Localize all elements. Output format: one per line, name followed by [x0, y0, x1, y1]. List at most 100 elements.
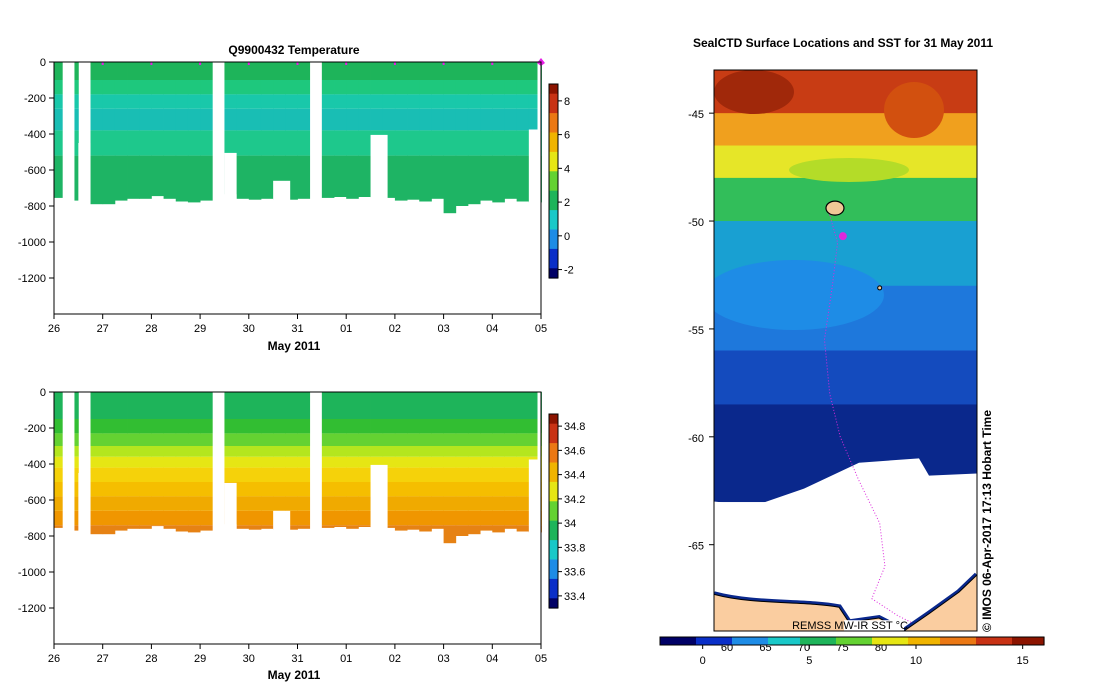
salinity-profile-cell — [382, 525, 396, 528]
salinity-panel: 0 -200 -400 -600 -800 -1000 -1200 26 27 28 29 30 31… — [18, 387, 586, 682]
sst-colorbar-segment — [660, 637, 665, 645]
salinity-profile-cell — [297, 510, 311, 526]
salinity-profile-cell — [127, 433, 140, 446]
sst-colorbar-segment — [816, 637, 821, 645]
salinity-profile-cell — [431, 525, 444, 529]
temperature-profile-cell — [334, 62, 347, 80]
colorbar-segment — [549, 536, 558, 541]
colorbar-segment — [549, 109, 558, 114]
temperature-profile-cell — [260, 108, 274, 131]
salinity-profile-cell — [90, 510, 104, 526]
salinity-profile-cell — [480, 433, 493, 446]
temperature-profile-cell — [248, 94, 262, 109]
salinity-profile-cell — [54, 419, 63, 434]
salinity-profile-gap — [224, 482, 237, 644]
sst-colorbar-segment — [860, 637, 865, 645]
sst-colorbar-segment — [712, 637, 717, 645]
salinity-profile-cell — [297, 446, 311, 457]
temperature-profile-cell — [504, 130, 518, 156]
colorbar-segment — [549, 591, 558, 596]
colorbar-tick-label: 34.8 — [564, 421, 585, 433]
salinity-xlabel: May 2011 — [268, 668, 321, 682]
salinity-profile-cell — [358, 482, 371, 497]
temperature-profile-cell — [394, 80, 408, 95]
colorbar-segment — [549, 174, 558, 179]
temperature-profile-cell — [455, 62, 469, 80]
salinity-profile-cell — [516, 419, 530, 434]
salinity-profile-cell — [54, 392, 63, 419]
salinity-profile-cell — [273, 433, 286, 446]
temperature-profile-cell — [187, 108, 201, 131]
x-tick-label: 29 — [194, 653, 206, 665]
salinity-profile-cell — [455, 482, 469, 497]
temperature-profile-cell — [467, 94, 481, 109]
temperature-profile-cell — [139, 94, 152, 109]
salinity-profile-cell — [382, 419, 396, 434]
salinity-profile-cell — [358, 446, 371, 457]
sst-ice-shelf — [844, 620, 904, 631]
salinity-profile-cell — [455, 419, 469, 434]
salinity-profile-cell — [260, 482, 274, 497]
temperature-profile-cell — [528, 94, 538, 109]
temperature-profile-cell — [90, 94, 104, 109]
salinity-profile-cell — [480, 496, 493, 511]
salinity-profile-cell — [321, 496, 335, 511]
salinity-profile-cell — [236, 446, 250, 457]
colorbar-segment — [549, 443, 558, 447]
salinity-profile-cell — [516, 496, 530, 511]
temperature-profile-cell — [528, 62, 538, 80]
salinity-profile-cell — [358, 525, 371, 527]
sst-map-panel: SealCTD Surface Locations and SST for 31… — [659, 36, 1045, 667]
salinity-profile-cell — [516, 525, 530, 532]
salinity-profile-cell — [358, 496, 371, 511]
salinity-profile-cell — [285, 392, 298, 419]
temperature-profile-cell — [431, 80, 444, 95]
temperature-profile-cell — [467, 155, 481, 205]
colorbar-segment — [549, 171, 558, 176]
salinity-profile-cell — [443, 467, 457, 482]
x-tick-label: 27 — [97, 653, 109, 665]
colorbar-segment — [549, 494, 558, 499]
salinity-profile-cell — [516, 467, 530, 482]
colorbar-segment — [549, 252, 558, 256]
salinity-profile-cell — [114, 392, 128, 419]
sst-colorbar-segment — [892, 637, 897, 645]
colorbar-tick-label: 8 — [564, 96, 570, 108]
salinity-profile-cell — [321, 419, 335, 434]
sst-colorbar-segment — [808, 637, 813, 645]
salinity-profile-cell — [419, 456, 432, 468]
temperature-profile-cell — [321, 130, 335, 156]
temperature-profile-cell — [248, 155, 262, 200]
y-tick-label: -400 — [24, 459, 46, 471]
temperature-profile-cell — [382, 62, 396, 80]
temperature-profile-cell — [273, 94, 286, 109]
temperature-profile-cell — [54, 155, 63, 198]
salinity-profile-cell — [224, 433, 238, 446]
x-tick-label: 30 — [243, 653, 255, 665]
salinity-profile-cell — [504, 433, 518, 446]
sst-land — [714, 574, 977, 631]
temperature-profile-cell — [151, 108, 164, 131]
salinity-profile-cell — [224, 419, 238, 434]
sst-colorbar-frame — [659, 636, 1045, 646]
temperature-profile-cell — [346, 62, 359, 80]
temperature-profile-cell — [455, 130, 469, 156]
salinity-profile-cell — [504, 446, 518, 457]
salinity-profile-cell — [163, 496, 177, 511]
colorbar-segment — [549, 595, 558, 599]
temperature-profile-cell — [358, 80, 371, 95]
salinity-profile-cell — [187, 392, 201, 419]
temperature-profile-cell — [297, 108, 311, 131]
salinity-profile-cell — [175, 467, 189, 482]
salinity-profile-cell — [394, 482, 408, 497]
temperature-profile-cell — [54, 62, 63, 80]
salinity-profile-cell — [370, 446, 384, 457]
temperature-profile-cell — [139, 62, 152, 80]
salinity-profile-cell — [175, 446, 189, 457]
temperature-profile-cell — [394, 62, 408, 80]
colorbar-segment — [549, 446, 558, 451]
salinity-profile-cell — [443, 482, 457, 497]
temperature-profile-cell — [285, 62, 298, 80]
salinity-profile-cell — [236, 467, 250, 482]
sst-colorbar-segment — [940, 637, 945, 645]
